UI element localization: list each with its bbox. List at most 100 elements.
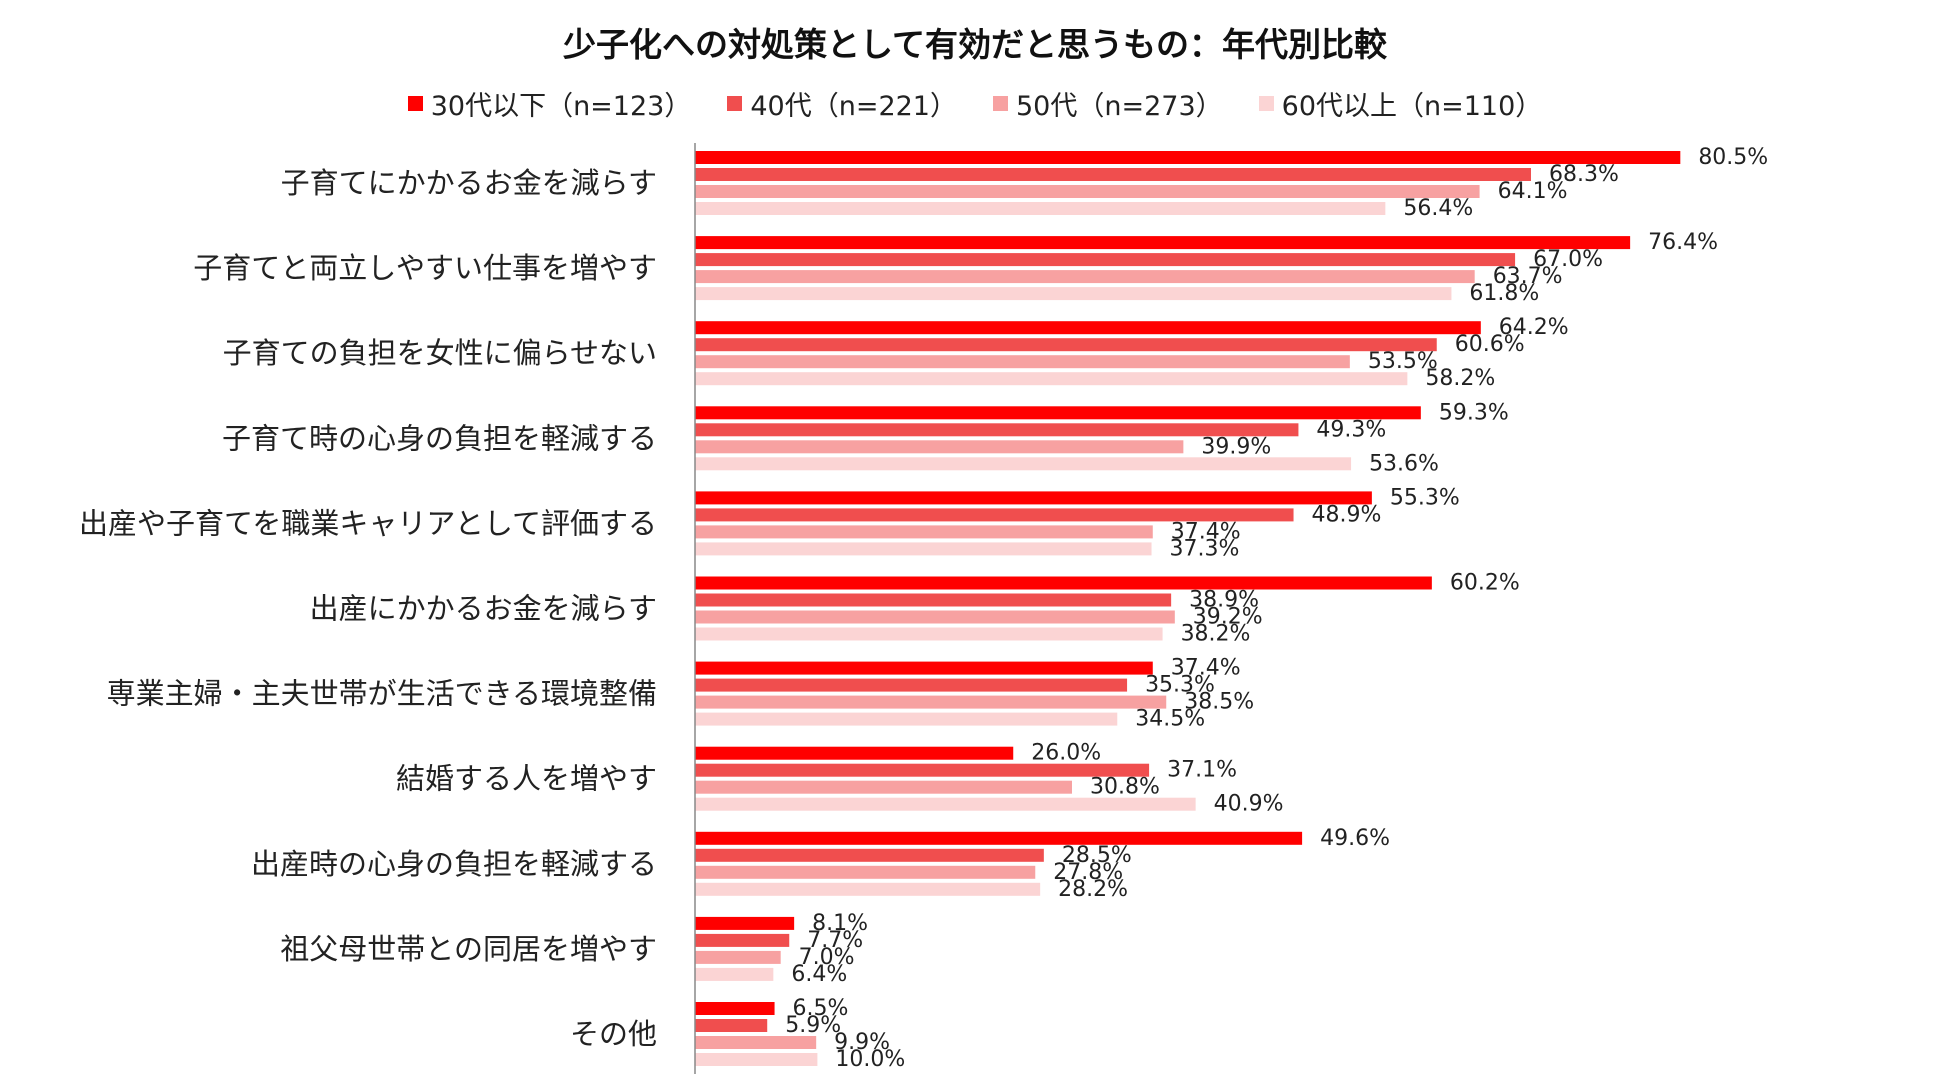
- bar: [695, 423, 1299, 437]
- data-label: 55.3%: [1390, 485, 1460, 510]
- legend-item-30s: 30代以下（n=123）: [407, 84, 691, 123]
- data-label: 60.6%: [1455, 332, 1525, 357]
- bar: [695, 593, 1172, 607]
- category-label: 子育て時の心身の負担を軽減する: [222, 421, 657, 455]
- legend-label-50s: 50代（n=273）: [1016, 91, 1223, 122]
- bar: [695, 627, 1163, 641]
- data-label: 64.1%: [1498, 179, 1568, 204]
- legend-swatch-50s: [993, 96, 1008, 111]
- bar: [695, 406, 1421, 420]
- bar: [695, 848, 1044, 862]
- bar: [695, 1053, 818, 1066]
- bar: [695, 270, 1475, 284]
- bar: [695, 542, 1152, 556]
- legend-label-60s: 60代以上（n=110）: [1281, 91, 1543, 122]
- data-label: 27.8%: [1053, 860, 1123, 885]
- data-label: 28.2%: [1058, 877, 1128, 902]
- data-label: 49.3%: [1316, 417, 1386, 442]
- bar: [695, 763, 1150, 777]
- data-label: 34.5%: [1135, 707, 1205, 732]
- data-label: 61.8%: [1469, 281, 1539, 306]
- bar: [695, 372, 1408, 386]
- bar: [695, 916, 795, 930]
- data-label: 56.4%: [1403, 196, 1473, 221]
- category-label: 結婚する人を増やす: [396, 762, 657, 796]
- bar: [695, 661, 1153, 675]
- category-label: 子育てと両立しやすい仕事を増やす: [193, 251, 657, 285]
- bar: [695, 746, 1014, 760]
- data-label: 58.2%: [1425, 366, 1495, 391]
- bar: [695, 610, 1175, 624]
- bar: [695, 355, 1350, 369]
- bar: [695, 1036, 817, 1049]
- bar: [695, 491, 1372, 505]
- category-label: 出産や子育てを職業キャリアとして評価する: [79, 506, 657, 540]
- chart-title: 少子化への対処策として有効だと思うもの：年代別比較: [562, 25, 1387, 64]
- bar: [695, 678, 1128, 692]
- bar: [695, 457, 1352, 471]
- legend-item-50s: 50代（n=273）: [993, 84, 1223, 123]
- data-label: 59.3%: [1439, 400, 1509, 425]
- data-label: 39.2%: [1193, 605, 1263, 630]
- data-label: 37.1%: [1167, 758, 1237, 783]
- bar: [695, 695, 1167, 709]
- legend-swatch-60s: [1258, 96, 1274, 111]
- bar: [695, 1002, 775, 1015]
- bar: [695, 967, 774, 981]
- data-label: 35.3%: [1145, 673, 1215, 698]
- legend-label-40s: 40代（n=221）: [750, 91, 957, 122]
- bar: [695, 950, 781, 964]
- bar: [695, 576, 1432, 590]
- data-label: 40.9%: [1214, 792, 1284, 817]
- data-label: 53.5%: [1368, 349, 1438, 374]
- data-label: 68.3%: [1549, 162, 1619, 187]
- category-label: 出産時の心身の負担を軽減する: [251, 847, 657, 881]
- legend-swatch-30s: [407, 96, 423, 111]
- data-label: 38.5%: [1184, 690, 1254, 715]
- legend-swatch-40s: [727, 96, 743, 111]
- data-label: 30.8%: [1090, 775, 1160, 800]
- bar: [695, 321, 1481, 335]
- data-label: 80.5%: [1698, 145, 1768, 170]
- bar: [695, 780, 1072, 794]
- category-label: 子育てにかかるお金を減らす: [281, 166, 657, 200]
- data-label: 37.4%: [1171, 519, 1241, 544]
- category-label: 出産にかかるお金を減らす: [310, 592, 657, 626]
- bar: [695, 185, 1480, 198]
- data-label: 60.2%: [1450, 571, 1520, 596]
- bar: [695, 440, 1184, 454]
- legend-item-40s: 40代（n=221）: [727, 84, 957, 123]
- bar: [695, 882, 1041, 896]
- data-label: 5.9%: [785, 1013, 841, 1038]
- data-label: 39.9%: [1201, 434, 1271, 459]
- bar: [695, 202, 1386, 215]
- data-label: 67.0%: [1533, 247, 1603, 272]
- data-label: 38.9%: [1189, 588, 1259, 613]
- data-label: 53.6%: [1369, 451, 1439, 476]
- category-label: 祖父母世帯との同居を増やす: [280, 932, 657, 966]
- data-label: 9.9%: [834, 1030, 890, 1055]
- data-label: 10.0%: [835, 1047, 905, 1072]
- bar: [695, 712, 1118, 726]
- data-label: 64.2%: [1499, 315, 1569, 340]
- bar: [695, 797, 1196, 811]
- data-label: 37.3%: [1170, 536, 1240, 561]
- bar: [695, 287, 1452, 301]
- bar: [695, 831, 1303, 845]
- category-label: 子育ての負担を女性に偏らせない: [223, 336, 657, 370]
- bar: [695, 168, 1531, 181]
- data-label: 48.9%: [1312, 502, 1382, 527]
- legend: 30代以下（n=123） 40代（n=221） 50代（n=273） 60代以上…: [0, 84, 1950, 123]
- bar: [695, 525, 1153, 539]
- data-label: 49.6%: [1320, 826, 1390, 851]
- data-label: 6.5%: [793, 996, 849, 1021]
- bar: [695, 933, 790, 947]
- category-label: 専業主婦・主夫世帯が生活できる環境整備: [107, 677, 657, 711]
- bar: [695, 508, 1294, 522]
- data-label: 8.1%: [812, 911, 868, 936]
- bar: [695, 236, 1631, 250]
- data-label: 6.4%: [791, 962, 847, 987]
- legend-item-60s: 60代以上（n=110）: [1258, 84, 1543, 123]
- data-label: 26.0%: [1031, 741, 1101, 766]
